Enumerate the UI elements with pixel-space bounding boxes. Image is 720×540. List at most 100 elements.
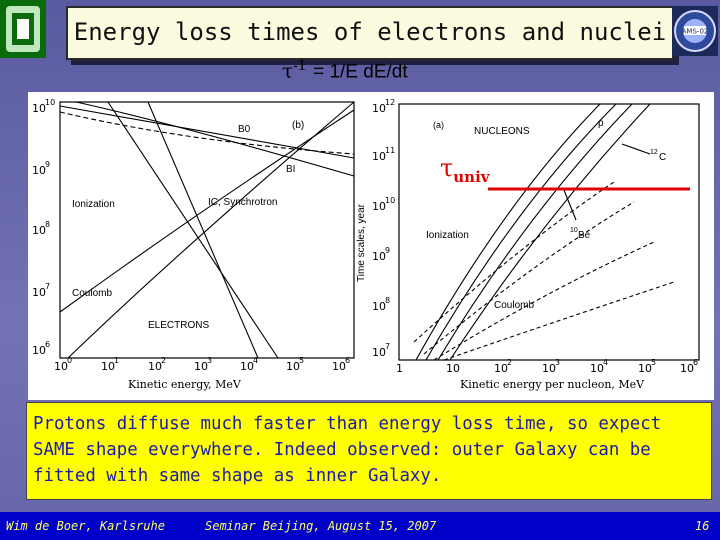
label-bi: BI: [286, 164, 295, 175]
svg-text:10: 10: [372, 300, 386, 313]
svg-text:11: 11: [385, 146, 395, 155]
svg-text:10: 10: [45, 98, 55, 107]
svg-text:2: 2: [507, 358, 512, 367]
electron-loss-plot: 10 10 10 9 10 8 10 7 10 6 10 0 10 1 10 2 10 3 10 4…: [32, 98, 355, 391]
pointer-be10: [563, 189, 577, 221]
x-tick-label: 10 5: [638, 358, 656, 375]
formula-symbol: τ: [282, 58, 294, 83]
plot-panel: [28, 92, 714, 400]
x-axis-label: Kinetic energy, MeV: [128, 378, 242, 391]
curve-ionization: [67, 101, 355, 359]
x-tick-label: 10 2: [148, 356, 166, 373]
footer-bar: Wim de Boer, Karlsruhe Seminar Beijing, …: [0, 512, 720, 540]
svg-text:10: 10: [101, 360, 115, 373]
svg-text:8: 8: [385, 296, 390, 305]
label-c12-mass: 12: [650, 149, 658, 156]
svg-text:10: 10: [286, 360, 300, 373]
curve-bi-loss: [75, 101, 355, 177]
label-be10: Be: [578, 230, 591, 241]
svg-text:10: 10: [372, 346, 386, 359]
formula-rhs: = 1/E dE/dt: [313, 61, 408, 83]
curve-b0-loss: [59, 105, 355, 159]
tau-subscript: univ: [453, 167, 490, 186]
label-b0: B0: [238, 124, 251, 135]
y-tick-label: 10 11: [372, 146, 395, 163]
curve-synchrotron: [147, 101, 259, 359]
svg-text:9: 9: [45, 160, 50, 169]
curve-bremsstrahlung: [107, 101, 279, 359]
y-tick-label: 10 12: [372, 98, 395, 115]
svg-text:10: 10: [542, 362, 556, 375]
label-c12: C: [659, 152, 666, 163]
svg-text:10: 10: [32, 344, 46, 357]
curve-nucleon-4: [449, 103, 651, 361]
svg-text:3: 3: [555, 358, 560, 367]
nucleon-loss-plot: 10 12 10 11 10 10 10 9 10 8 10 7 1 10 10 2 10 3 …: [356, 98, 700, 391]
svg-text:12: 12: [385, 98, 395, 107]
label-p: p: [598, 118, 604, 129]
svg-text:8: 8: [45, 220, 50, 229]
x-tick-label: 10 2: [494, 358, 512, 375]
curve-nucleon-1: [415, 103, 601, 361]
svg-text:1: 1: [114, 356, 119, 365]
y-tick-label: 10 7: [32, 282, 50, 299]
tau-univ-label: τuniv: [440, 154, 490, 186]
svg-text:7: 7: [45, 282, 50, 291]
curve-nucleon-2: [425, 103, 617, 361]
label-coulomb: Coulomb: [72, 288, 112, 299]
svg-text:10: 10: [32, 102, 46, 115]
svg-text:0: 0: [67, 356, 72, 365]
formula: τ-1 = 1/E dE/dt: [282, 58, 408, 84]
svg-text:AMS-02: AMS-02: [682, 28, 709, 36]
y-tick-label: 10 8: [372, 296, 390, 313]
svg-text:10: 10: [494, 362, 508, 375]
footer-seminar: Seminar Beijing, August 15, 2007: [205, 519, 437, 533]
label-coulomb: Coulomb: [494, 300, 534, 311]
svg-text:6: 6: [693, 358, 698, 367]
svg-text:1: 1: [396, 362, 403, 375]
x-tick-label: 10 1: [101, 356, 119, 373]
svg-text:10: 10: [372, 200, 386, 213]
curve-nucleon-5: [413, 181, 615, 343]
y-tick-label: 10 6: [32, 340, 50, 357]
x-tick-label: 10 3: [194, 356, 212, 373]
y-tick-label: 10 9: [372, 246, 390, 263]
svg-text:10: 10: [332, 360, 346, 373]
svg-text:10: 10: [372, 102, 386, 115]
curve-coulomb: [59, 109, 355, 313]
x-tick-label: 10 0: [54, 356, 72, 373]
svg-text:10: 10: [194, 360, 208, 373]
label-ionization: Ionization: [426, 230, 469, 241]
y-tick-label: 10 10: [32, 98, 55, 115]
title-banner: Energy loss times of electrons and nucle…: [66, 6, 674, 60]
svg-text:6: 6: [345, 356, 350, 365]
label-electrons: ELECTRONS: [148, 320, 209, 331]
curve-nucleon-7: [433, 241, 655, 361]
panel-tag: (a): [433, 120, 444, 130]
svg-text:5: 5: [299, 356, 304, 365]
svg-text:10: 10: [32, 224, 46, 237]
svg-text:10: 10: [54, 360, 68, 373]
svg-text:4: 4: [603, 358, 608, 367]
curve-coulomb: [443, 281, 675, 361]
x-tick-label: 10: [446, 362, 460, 375]
svg-text:6: 6: [45, 340, 50, 349]
svg-text:3: 3: [207, 356, 212, 365]
svg-text:10: 10: [372, 250, 386, 263]
x-tick-label: 10 4: [240, 356, 258, 373]
formula-exponent: -1: [293, 58, 307, 74]
svg-text:10: 10: [638, 362, 652, 375]
label-ic-synchrotron: IC, Synchrotron: [208, 197, 277, 208]
x-tick-label: 10 3: [542, 358, 560, 375]
svg-text:7: 7: [385, 342, 390, 351]
svg-text:10: 10: [680, 362, 694, 375]
svg-text:10: 10: [32, 286, 46, 299]
footer-author: Wim de Boer, Karlsruhe: [6, 519, 165, 533]
svg-text:4: 4: [253, 356, 258, 365]
x-tick-label: 10 5: [286, 356, 304, 373]
svg-text:10: 10: [32, 164, 46, 177]
svg-text:9: 9: [385, 246, 390, 255]
ams-02-logo-icon: AMS-02: [672, 6, 718, 56]
label-be10-mass: 10: [570, 227, 578, 234]
y-axis-label: Time scales, year: [356, 203, 367, 282]
